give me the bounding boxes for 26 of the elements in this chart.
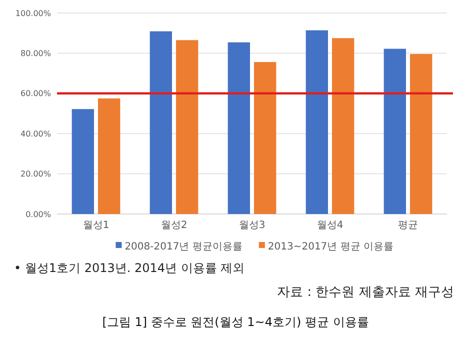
- y-tick-label: 20.00%: [20, 170, 52, 179]
- bar: [150, 31, 172, 214]
- bar: [332, 38, 354, 214]
- y-tick-label: 0.00%: [26, 210, 52, 219]
- x-tick-label: 월성2: [160, 220, 188, 231]
- bar: [306, 30, 328, 214]
- bar: [98, 98, 120, 214]
- bar: [384, 48, 406, 214]
- bar: [176, 40, 198, 214]
- text: [그림 1] 중수로 원전(월성 1~4호기) 평균 이용률: [102, 315, 369, 329]
- y-tick-label: 60.00%: [20, 89, 52, 98]
- x-tick-label: 월성4: [316, 220, 344, 231]
- legend-label: 2013~2017년 평균 이용률: [268, 242, 394, 252]
- legend-label: 2008-2017년 평균이용률: [124, 242, 242, 252]
- y-tick-label: 80.00%: [20, 49, 52, 58]
- x-tick-label: 평균: [398, 220, 418, 231]
- bar: [254, 62, 276, 214]
- bar: [410, 54, 432, 214]
- x-tick-label: 월성3: [238, 220, 266, 231]
- text: 자료 : 한수원 제출자료 재구성: [277, 285, 454, 300]
- bar: [72, 109, 94, 214]
- text: • 월성1호기 2013년. 2014년 이용률 제외: [14, 261, 245, 275]
- bar: [228, 42, 250, 214]
- x-tick-label: 월성1: [82, 220, 110, 231]
- y-tick-label: 100.00%: [15, 8, 52, 18]
- y-tick-label: 40.00%: [20, 129, 52, 138]
